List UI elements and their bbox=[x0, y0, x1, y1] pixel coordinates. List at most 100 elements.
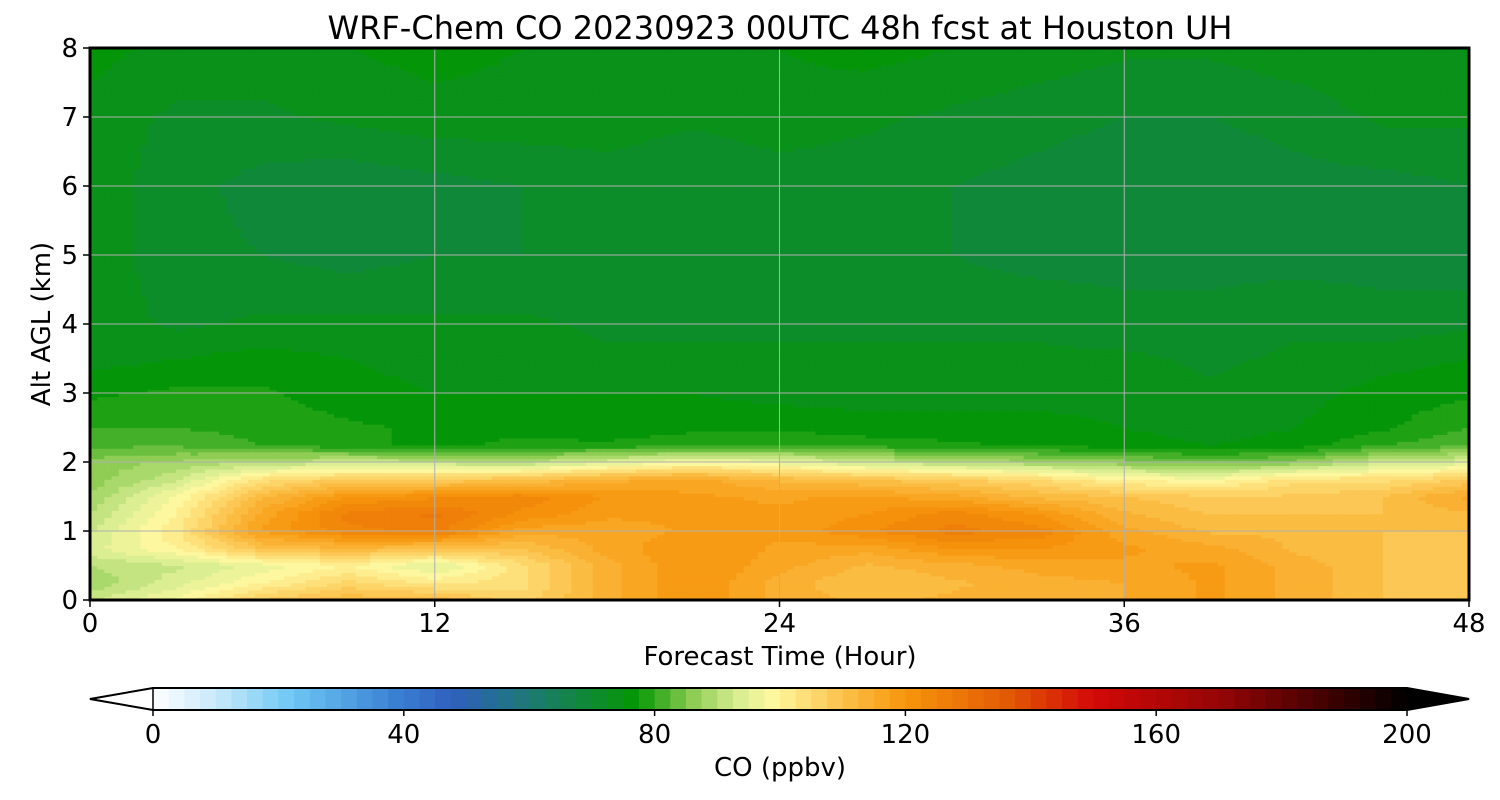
co-cell bbox=[1103, 590, 1111, 594]
co-cell bbox=[363, 517, 371, 521]
co-cell bbox=[1088, 583, 1096, 587]
co-cell bbox=[205, 593, 213, 597]
co-cell bbox=[1397, 534, 1405, 538]
co-cell bbox=[614, 510, 622, 514]
co-cell bbox=[1246, 572, 1254, 576]
co-cell bbox=[780, 510, 788, 514]
co-cell bbox=[169, 548, 177, 552]
co-cell bbox=[1153, 555, 1161, 559]
co-cell bbox=[981, 566, 989, 570]
co-cell bbox=[1412, 593, 1420, 597]
co-cell bbox=[650, 531, 658, 535]
co-cell bbox=[1038, 566, 1046, 570]
co-cell bbox=[1067, 510, 1075, 514]
co-cell bbox=[1175, 510, 1183, 514]
co-cell bbox=[1175, 586, 1183, 590]
co-cell bbox=[234, 579, 242, 583]
co-cell bbox=[442, 566, 450, 570]
co-cell bbox=[1175, 559, 1183, 563]
co-cell bbox=[1103, 566, 1111, 570]
co-cell bbox=[1110, 586, 1118, 590]
co-cell bbox=[1225, 593, 1233, 597]
co-cell bbox=[1246, 576, 1254, 580]
co-cell bbox=[1002, 555, 1010, 559]
co-cell bbox=[191, 541, 199, 545]
co-cell bbox=[219, 514, 227, 518]
co-cell bbox=[1074, 548, 1082, 552]
co-cell bbox=[241, 590, 249, 594]
co-cell bbox=[988, 559, 996, 563]
co-cell bbox=[1009, 524, 1017, 528]
co-cell bbox=[456, 524, 464, 528]
co-cell bbox=[636, 583, 644, 587]
co-cell bbox=[305, 510, 313, 514]
co-cell bbox=[564, 541, 572, 545]
co-cell bbox=[866, 555, 874, 559]
co-cell bbox=[1182, 555, 1190, 559]
co-cell bbox=[686, 590, 694, 594]
co-cell bbox=[205, 548, 213, 552]
co-cell bbox=[255, 583, 263, 587]
co-cell bbox=[1031, 569, 1039, 573]
co-cell bbox=[442, 521, 450, 525]
co-cell bbox=[1131, 521, 1139, 525]
co-cell bbox=[909, 538, 917, 542]
co-cell bbox=[1110, 593, 1118, 597]
co-cell bbox=[550, 593, 558, 597]
co-cell bbox=[1361, 579, 1369, 583]
co-cell bbox=[880, 552, 888, 556]
co-cell bbox=[1254, 538, 1262, 542]
co-cell bbox=[1167, 593, 1175, 597]
co-cell bbox=[693, 576, 701, 580]
co-cell bbox=[1167, 552, 1175, 556]
co-cell bbox=[650, 579, 658, 583]
co-cell bbox=[830, 593, 838, 597]
co-cell bbox=[1139, 541, 1147, 545]
co-cell bbox=[1117, 510, 1125, 514]
co-cell bbox=[255, 579, 263, 583]
co-cell bbox=[507, 541, 515, 545]
co-cell bbox=[1289, 514, 1297, 518]
co-cell bbox=[212, 534, 220, 538]
co-cell bbox=[241, 514, 249, 518]
co-cell bbox=[794, 531, 802, 535]
co-cell bbox=[1031, 548, 1039, 552]
co-cell bbox=[578, 576, 586, 580]
co-cell bbox=[1311, 521, 1319, 525]
co-cell bbox=[636, 521, 644, 525]
co-cell bbox=[794, 538, 802, 542]
co-cell bbox=[1232, 531, 1240, 535]
co-cell bbox=[837, 579, 845, 583]
co-cell bbox=[586, 579, 594, 583]
co-cell bbox=[729, 552, 737, 556]
co-cell bbox=[1009, 510, 1017, 514]
co-cell bbox=[679, 531, 687, 535]
co-cell bbox=[442, 514, 450, 518]
co-cell bbox=[1275, 548, 1283, 552]
co-cell bbox=[679, 579, 687, 583]
co-cell bbox=[1131, 583, 1139, 587]
co-cell bbox=[191, 586, 199, 590]
co-cell bbox=[1124, 562, 1132, 566]
co-cell bbox=[880, 548, 888, 552]
co-cell bbox=[313, 593, 321, 597]
co-cell bbox=[643, 521, 651, 525]
co-cell bbox=[1110, 545, 1118, 549]
co-cell bbox=[1447, 555, 1455, 559]
co-cell bbox=[959, 545, 967, 549]
co-cell bbox=[384, 541, 392, 545]
co-cell bbox=[1275, 569, 1283, 573]
co-cell bbox=[873, 593, 881, 597]
co-cell bbox=[650, 545, 658, 549]
co-cell bbox=[722, 552, 730, 556]
co-cell bbox=[794, 521, 802, 525]
co-cell bbox=[1433, 559, 1441, 563]
co-cell bbox=[1160, 548, 1168, 552]
co-cell bbox=[241, 576, 249, 580]
co-cell bbox=[406, 521, 414, 525]
co-cell bbox=[794, 555, 802, 559]
co-cell bbox=[1081, 534, 1089, 538]
co-cell bbox=[557, 562, 565, 566]
co-cell bbox=[284, 593, 292, 597]
co-cell bbox=[1318, 586, 1326, 590]
